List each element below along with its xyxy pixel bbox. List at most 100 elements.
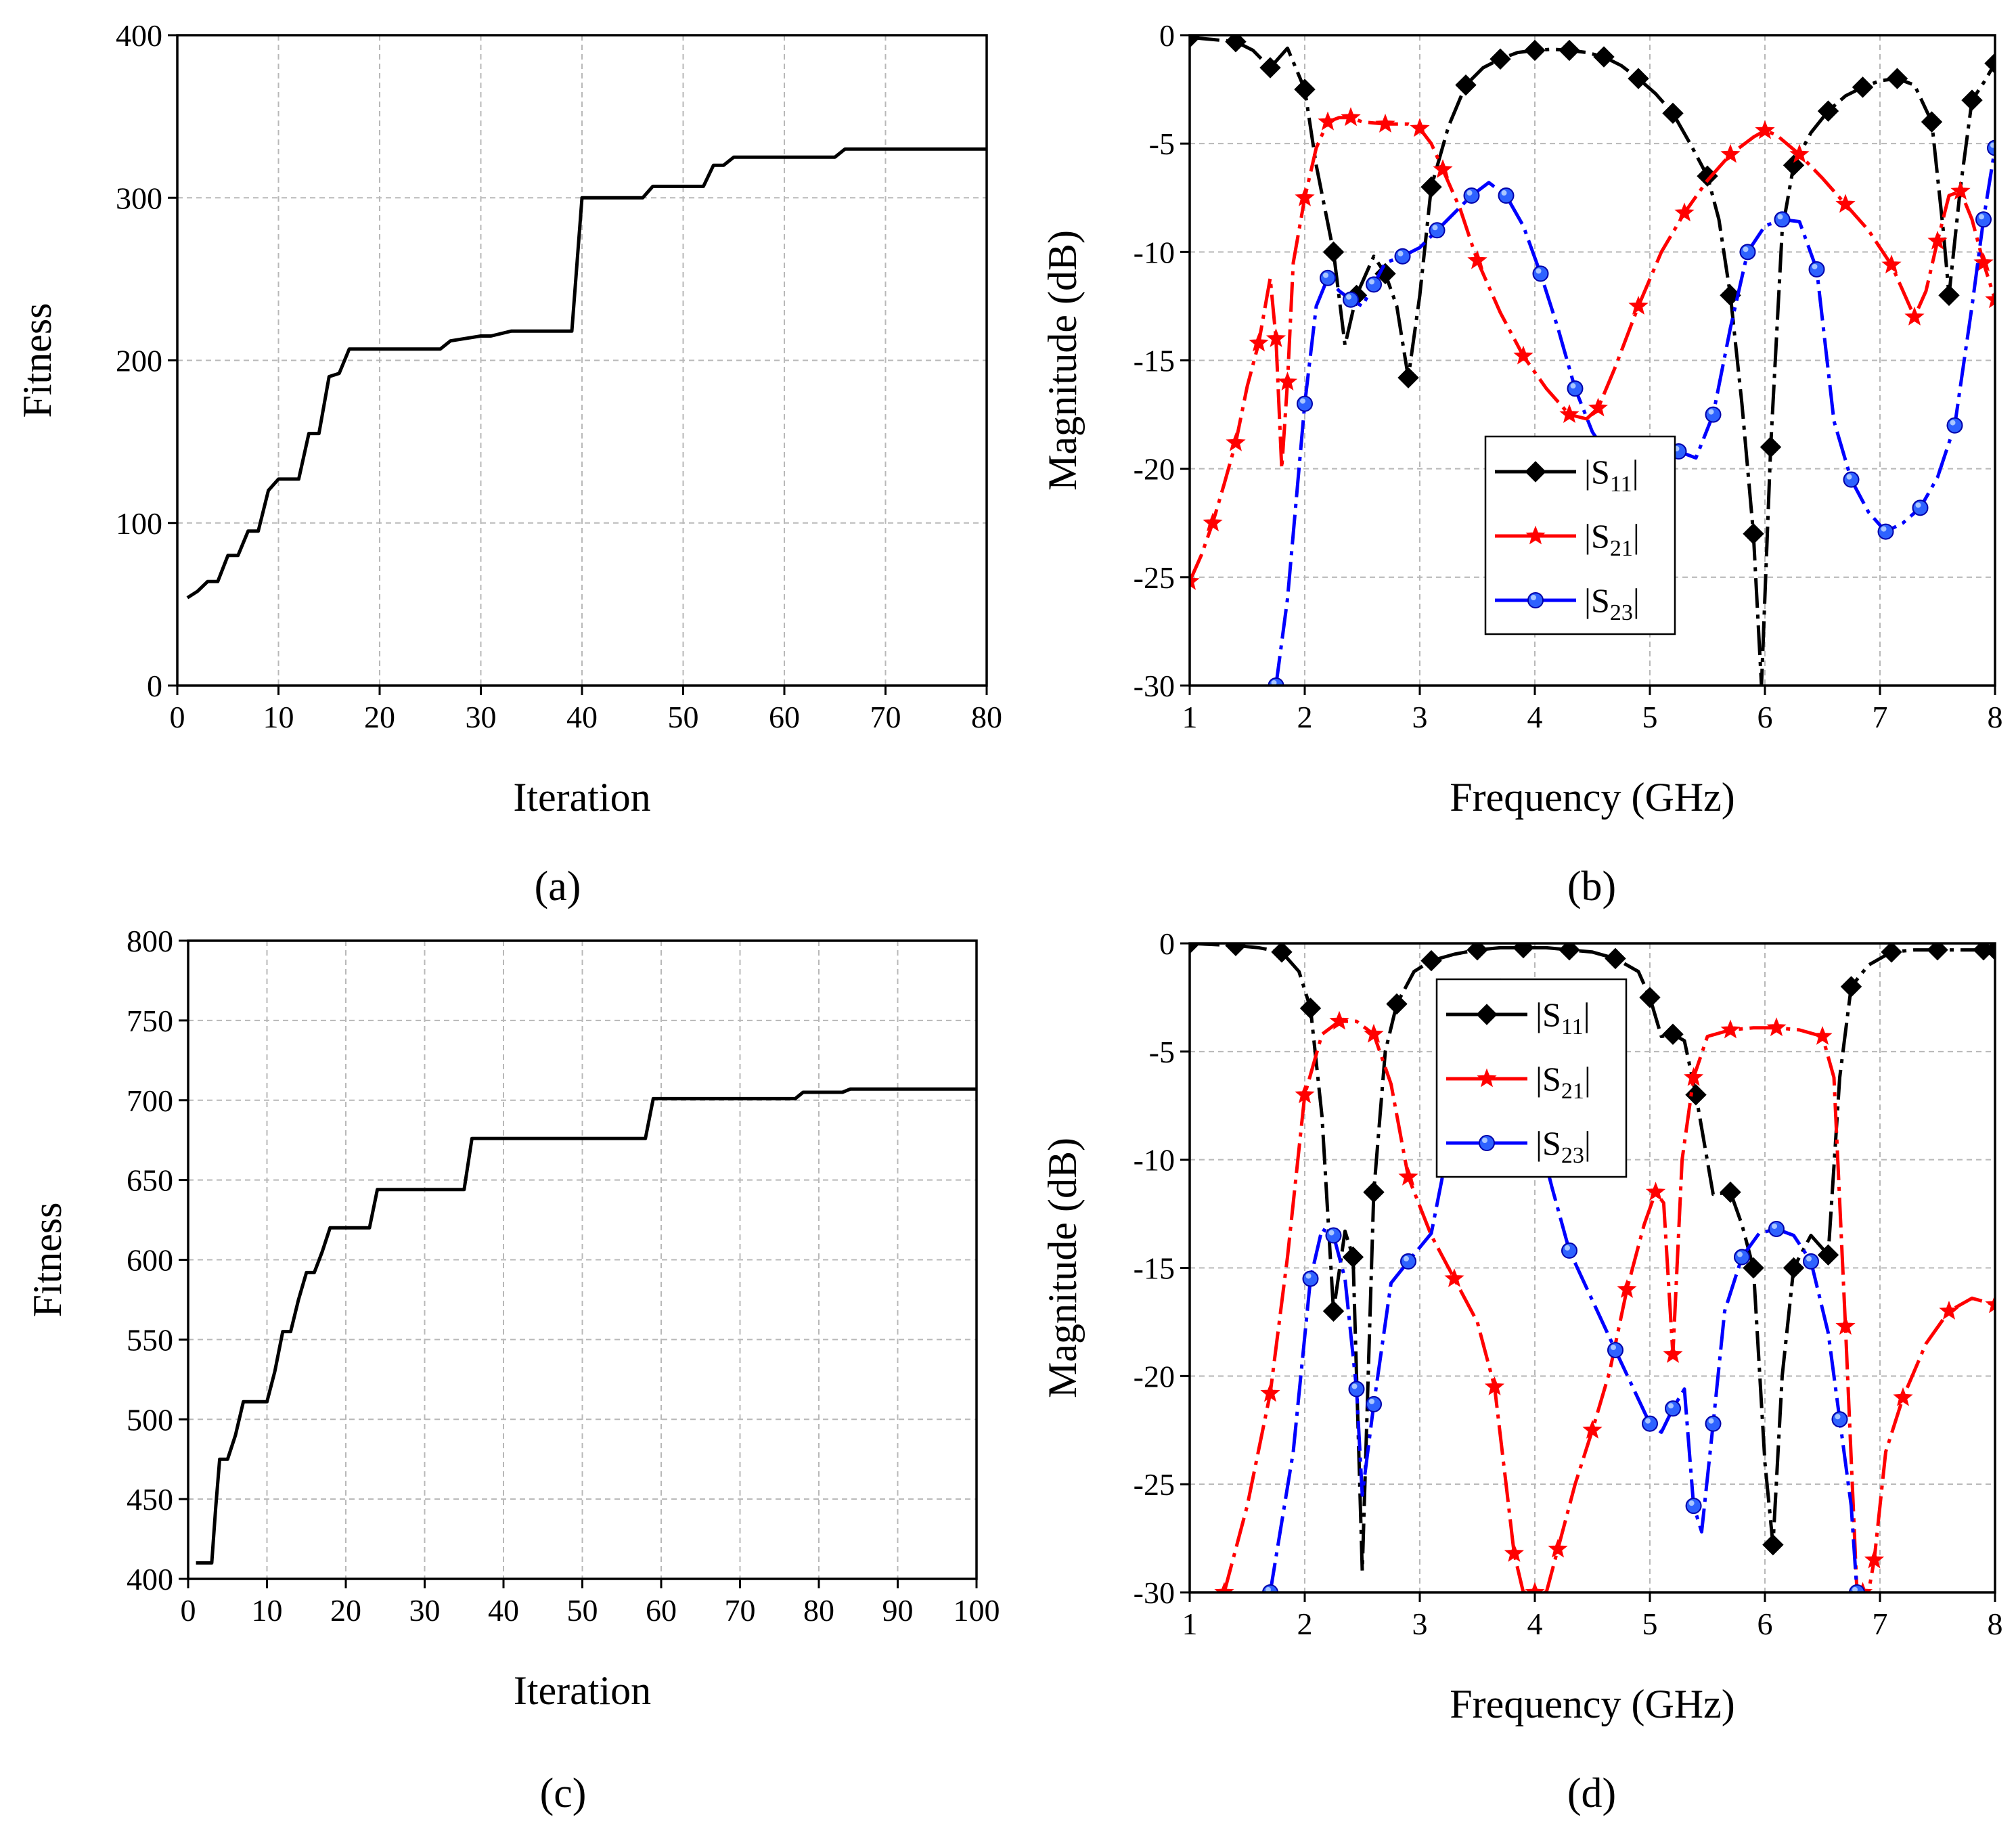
data-point-highlight (1645, 1418, 1651, 1424)
x-tick-label: 100 (954, 1593, 1000, 1628)
data-point (1190, 35, 1201, 48)
data-point (1705, 1415, 1722, 1432)
data-point (1420, 949, 1442, 972)
data-point (1662, 1023, 1684, 1045)
x-tick-label: 10 (263, 700, 294, 734)
x-tick-label: 7 (1873, 1607, 1888, 1641)
data-point-highlight (1668, 1403, 1674, 1409)
data-point (1190, 571, 1200, 590)
data-point (1852, 76, 1874, 98)
data-point (1768, 1220, 1785, 1237)
data-point (1582, 1419, 1603, 1439)
data-point-highlight (1271, 680, 1277, 686)
data-point (1760, 436, 1782, 458)
data-point (1984, 52, 1995, 74)
data-point (1249, 332, 1269, 352)
data-point (1743, 1257, 1764, 1279)
data-point (1225, 35, 1247, 53)
data-point (1817, 1244, 1839, 1266)
data-point (1567, 380, 1584, 397)
legend-marker (1527, 592, 1544, 608)
x-tick-label: 6 (1757, 1607, 1773, 1641)
caption-d: (d) (1567, 1770, 1616, 1816)
y-tick-label: 0 (147, 669, 162, 703)
data-point-highlight (1777, 214, 1783, 220)
x-tick-label: 8 (1988, 1607, 2003, 1641)
data-point (1374, 263, 1396, 285)
x-tick-label: 40 (488, 1593, 519, 1628)
series-line-s11 (1190, 943, 1995, 1573)
data-point-highlight (1835, 1414, 1841, 1420)
data-point (1463, 187, 1480, 204)
data-point (1342, 1246, 1364, 1268)
x-axis-label: Iteration (514, 1668, 651, 1713)
x-tick-label: 3 (1412, 1607, 1428, 1641)
data-point-highlight (1346, 294, 1351, 300)
data-point (1466, 943, 1488, 961)
data-point (1363, 1181, 1385, 1203)
data-point (1762, 1534, 1784, 1556)
x-axis-label: Frequency (GHz) (1450, 1682, 1735, 1726)
x-tick-label: 4 (1527, 1607, 1543, 1641)
y-tick-label: -5 (1149, 1035, 1175, 1069)
data-point (1532, 265, 1549, 282)
y-tick-label: 450 (127, 1482, 173, 1517)
data-point (1938, 284, 1960, 307)
data-point (1302, 1270, 1319, 1287)
y-tick-label: 600 (127, 1243, 173, 1278)
data-point (1203, 512, 1223, 532)
data-point (1329, 1010, 1349, 1030)
data-point (1593, 46, 1615, 68)
y-tick-label: -30 (1134, 669, 1175, 703)
x-tick-label: 1 (1182, 1607, 1198, 1641)
data-point-highlight (1300, 398, 1305, 404)
data-point (1697, 165, 1718, 187)
y-tick-label: 400 (127, 1562, 173, 1596)
data-point (1295, 1084, 1315, 1104)
data-point (1734, 1249, 1750, 1266)
y-tick-label: -25 (1134, 1467, 1175, 1502)
data-point-highlight (1565, 1245, 1570, 1251)
data-point-highlight (1772, 1223, 1777, 1229)
data-point (1789, 143, 1810, 163)
series-group (186, 147, 987, 600)
data-point-highlight (1979, 214, 1984, 220)
data-point (1607, 1341, 1623, 1358)
caption-c: (c) (540, 1770, 587, 1816)
data-point-highlight (1432, 225, 1438, 231)
data-point-highlight (1881, 526, 1887, 532)
legend-marker (1525, 525, 1546, 545)
legend-label: |S21| (1536, 1060, 1591, 1104)
legend-marker-highlight (1531, 595, 1536, 600)
data-point (1739, 244, 1756, 261)
data-point-highlight (1812, 263, 1818, 269)
y-axis-label: Fitness (15, 303, 60, 418)
legend-marker (1477, 1068, 1497, 1088)
x-tick-label: 60 (646, 1593, 677, 1628)
data-point (1843, 471, 1860, 488)
data-point (1259, 57, 1281, 79)
series-group (1190, 943, 1995, 1592)
data-point (1864, 1549, 1885, 1569)
legend-entry: |S23| (1495, 581, 1640, 625)
y-tick-label: 200 (116, 344, 162, 378)
data-point (1513, 943, 1534, 959)
data-point (1467, 250, 1487, 269)
y-tick-label: 300 (116, 181, 162, 215)
data-point-highlight (1305, 1273, 1312, 1279)
data-point (1400, 1253, 1416, 1270)
data-point (1348, 1381, 1365, 1397)
y-tick-label: -20 (1134, 452, 1175, 487)
data-point (1366, 276, 1382, 293)
x-tick-label: 90 (882, 1593, 914, 1628)
y-tick-label: 750 (127, 1004, 173, 1038)
x-tick-label: 80 (803, 1593, 834, 1628)
data-point (1513, 345, 1533, 365)
data-point (1840, 976, 1862, 998)
data-point (1524, 39, 1546, 62)
x-tick-label: 3 (1412, 700, 1428, 734)
x-tick-label: 0 (181, 1593, 196, 1628)
legend-marker (1479, 1135, 1495, 1151)
legend-entry: |S23| (1446, 1124, 1591, 1168)
data-point (1498, 187, 1515, 204)
